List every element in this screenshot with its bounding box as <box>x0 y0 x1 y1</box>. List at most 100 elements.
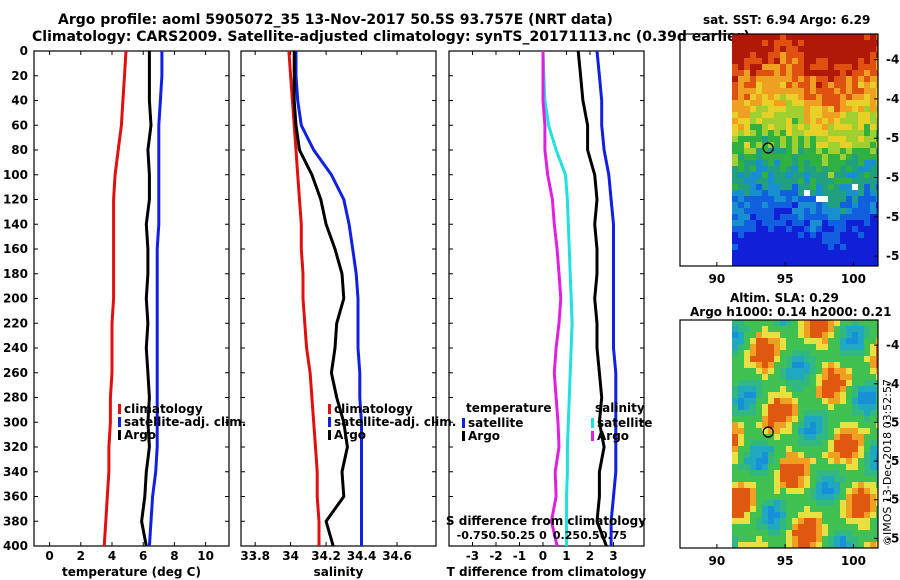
sst-map-cell <box>822 166 828 172</box>
sst-map-cell <box>798 130 804 136</box>
sst-map-cell <box>828 34 834 40</box>
sla-map-cell <box>804 530 810 536</box>
sst-map-cell <box>864 250 870 256</box>
sst-map-cell <box>828 256 834 262</box>
sst-map-cell <box>738 178 744 184</box>
diff-line-t-satellite <box>595 50 618 546</box>
sla-map-cell <box>732 398 738 404</box>
sla-map-cell <box>786 524 792 530</box>
sst-map-cell <box>834 40 840 46</box>
sst-map-cell <box>822 178 828 184</box>
sla-map-cell <box>774 470 780 476</box>
sst-map-cell <box>876 52 878 58</box>
sla-map-cell <box>822 482 828 488</box>
sla-map-cell <box>846 362 852 368</box>
sst-map-cell <box>834 82 840 88</box>
sla-map-cell <box>810 428 816 434</box>
y-tick-label: 240 <box>3 341 28 355</box>
sla-map-cell <box>834 500 840 506</box>
sla-map-cell <box>816 350 822 356</box>
sst-map-cell <box>786 202 792 208</box>
sla-map-cell <box>870 542 876 548</box>
sst-map-cell <box>780 238 786 244</box>
sst-map-cell <box>798 202 804 208</box>
sla-map-cell <box>876 524 878 530</box>
sla-map-cell <box>840 362 846 368</box>
sst-map-cell <box>780 76 786 82</box>
sla-map-x-tick-label: 100 <box>841 554 866 568</box>
sla-map-cell <box>876 374 878 380</box>
sst-map-cell <box>804 34 810 40</box>
sst-map-cell <box>870 88 876 94</box>
sst-map-cell <box>738 94 744 100</box>
sst-map-cell <box>840 262 846 266</box>
sla-map-cell <box>792 404 798 410</box>
sla-map-cell <box>780 320 786 326</box>
sst-map-cell <box>840 94 846 100</box>
sst-map-cell <box>762 220 768 226</box>
sst-map-cell <box>792 34 798 40</box>
sla-map-cell <box>798 380 804 386</box>
sst-map-cell <box>792 208 798 214</box>
sst-map-cell <box>828 82 834 88</box>
sla-map-cell <box>858 500 864 506</box>
sla-map-cell <box>816 398 822 404</box>
sla-map-cell <box>732 530 738 536</box>
y-tick-label: 140 <box>3 217 28 231</box>
sla-map-cell <box>864 488 870 494</box>
sla-map-cell <box>876 434 878 440</box>
sst-map-cell <box>846 64 852 70</box>
sla-map-cell <box>732 374 738 380</box>
sla-map-cell <box>846 530 852 536</box>
sla-map-cell <box>750 488 756 494</box>
sla-map-cell <box>792 482 798 488</box>
diff-line-t-argo <box>576 50 608 547</box>
sst-map-cell <box>732 100 738 106</box>
sla-map-cell <box>756 380 762 386</box>
sla-map-cell <box>786 416 792 422</box>
sst-map-cell <box>828 178 834 184</box>
sla-map-cell <box>858 434 864 440</box>
sst-map-cell <box>810 34 816 40</box>
sla-map-cell <box>738 368 744 374</box>
sla-map-cell <box>852 356 858 362</box>
sst-map-cell <box>816 208 822 214</box>
sla-map-cell <box>864 476 870 482</box>
sla-argo-location-marker <box>762 426 774 438</box>
sla-map-cell <box>822 476 828 482</box>
sla-map-cell <box>792 422 798 428</box>
sst-map-cell <box>810 130 816 136</box>
sst-map-cell <box>828 172 834 178</box>
sla-map-cell <box>870 446 876 452</box>
sst-map-cell <box>852 70 858 76</box>
sla-map-cell <box>768 404 774 410</box>
sst-map-cell <box>768 76 774 82</box>
sst-map-cell <box>744 262 750 266</box>
sla-map-cell <box>870 512 876 518</box>
sla-map-cell <box>780 410 786 416</box>
sst-map-cell <box>858 220 864 226</box>
sla-map-cell <box>846 422 852 428</box>
sla-map-cell <box>774 524 780 530</box>
sst-map-cell <box>804 250 810 256</box>
sla-map-cell <box>822 350 828 356</box>
sst-map-cell <box>798 142 804 148</box>
sst-map-cell <box>858 250 864 256</box>
sla-map-cell <box>750 482 756 488</box>
sst-map-cell <box>774 238 780 244</box>
sst-map-cell <box>774 256 780 262</box>
sst-map-cell <box>840 220 846 226</box>
sst-map-cell <box>744 208 750 214</box>
sla-map-cell <box>738 470 744 476</box>
sla-map-cell <box>828 428 834 434</box>
sst-map-cell <box>822 196 828 202</box>
sst-map-cell <box>756 118 762 124</box>
sst-map-cell <box>828 262 834 266</box>
sla-map-cell <box>774 482 780 488</box>
sst-map-cell <box>870 106 876 112</box>
sla-map-cell <box>852 428 858 434</box>
sst-map-cell <box>810 250 816 256</box>
sst-map-cell <box>864 46 870 52</box>
sst-map-cell <box>774 64 780 70</box>
sla-map-cell <box>870 404 876 410</box>
